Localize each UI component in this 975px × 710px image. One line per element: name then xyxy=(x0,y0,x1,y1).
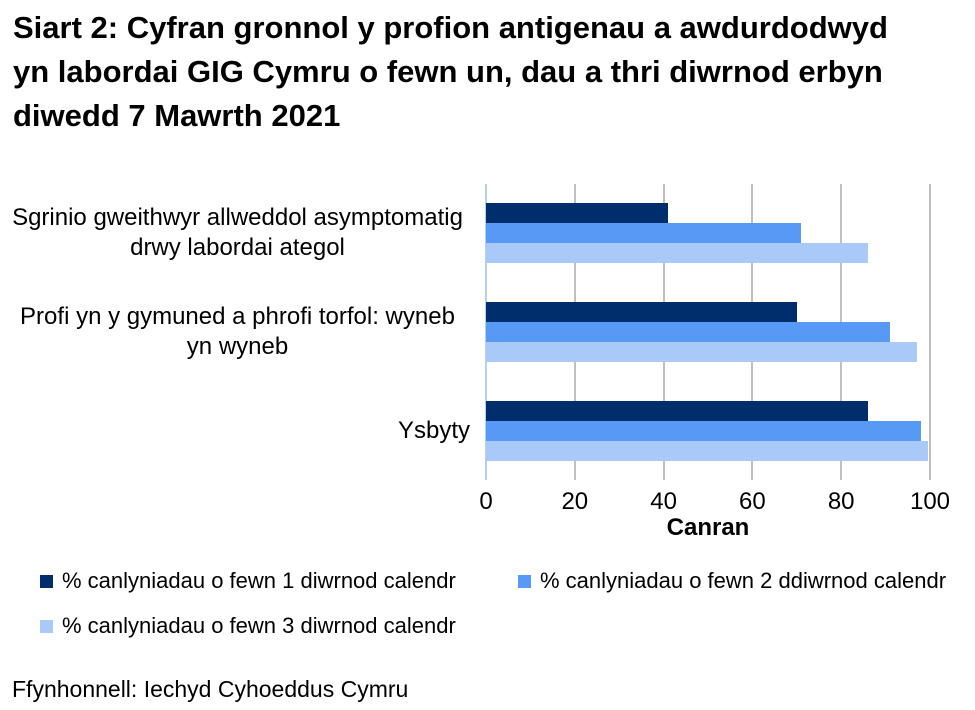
x-tick-label: 100 xyxy=(909,488,951,515)
category-label: Ysbyty xyxy=(397,416,470,444)
x-tick-label: 20 xyxy=(561,488,589,515)
legend-item: % canlyniadau o fewn 1 diwrnod calendr xyxy=(40,568,456,594)
legend-label: % canlyniadau o fewn 3 diwrnod calendr xyxy=(62,613,456,638)
x-tick-label: 0 xyxy=(479,488,493,515)
bar xyxy=(486,223,802,244)
plot-area: 0 20 40 60 80 100 xyxy=(479,184,950,515)
bar xyxy=(486,342,917,362)
legend-swatch-series3 xyxy=(40,619,53,633)
bar xyxy=(486,400,868,421)
legend-item: % canlyniadau o fewn 2 ddiwrnod calendr xyxy=(518,568,946,594)
bar xyxy=(486,302,797,322)
bar xyxy=(486,243,868,264)
page-title: Siart 2: Cyfran gronnol y profion antige… xyxy=(13,10,888,133)
x-tick-label: 40 xyxy=(650,488,677,515)
legend-label: % canlyniadau o fewn 2 ddiwrnod calendr xyxy=(540,568,947,593)
category-label: Sgrinio gweithwyr allweddol asymptomatig… xyxy=(12,204,463,262)
x-tick-label: 80 xyxy=(827,488,855,515)
bar xyxy=(486,322,891,342)
legend-swatch-series1 xyxy=(40,574,53,588)
source-note: Ffynhonnell: Iechyd Cyhoeddus Cymru xyxy=(12,676,409,702)
bar xyxy=(486,203,669,224)
legend-swatch-series2 xyxy=(518,574,531,588)
bar xyxy=(486,420,922,441)
legend-item: % canlyniadau o fewn 3 diwrnod calendr xyxy=(40,613,456,639)
bar xyxy=(486,440,928,461)
x-axis-title: Canran xyxy=(666,514,750,541)
legend-label: % canlyniadau o fewn 1 diwrnod calendr xyxy=(62,568,456,593)
x-gridline xyxy=(929,184,931,480)
category-label: Profi yn y gymuned a phrofi torfol: wyne… xyxy=(20,303,455,360)
x-tick-label: 60 xyxy=(739,488,766,515)
